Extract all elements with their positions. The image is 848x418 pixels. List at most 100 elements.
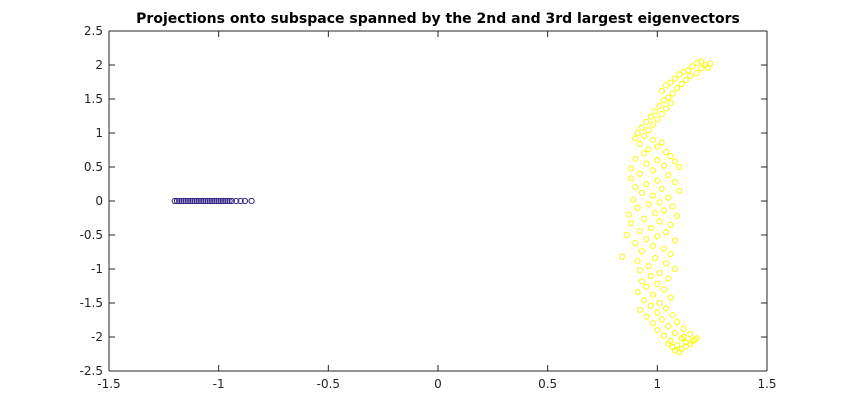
y-tick-label: -2 — [91, 330, 103, 344]
data-point-series-2 — [641, 215, 648, 222]
data-point-series-1 — [176, 197, 183, 205]
y-tick-label: 0 — [95, 194, 103, 208]
data-point-series-2 — [660, 245, 668, 252]
data-point-series-2 — [660, 286, 668, 293]
data-point-series-2 — [658, 87, 665, 94]
y-tick-label: -0.5 — [80, 228, 103, 242]
data-point-series-2 — [658, 316, 665, 323]
x-tick-label: -1 — [213, 377, 225, 391]
data-point-series-2 — [634, 204, 641, 211]
data-point-series-2 — [636, 267, 643, 274]
data-point-series-2 — [693, 335, 700, 342]
x-tick-label: 1 — [654, 377, 662, 391]
data-point-series-2 — [665, 94, 672, 101]
data-point-series-2 — [643, 235, 650, 243]
data-point-series-2 — [647, 113, 654, 120]
x-tick-label: 1.5 — [757, 377, 776, 391]
data-point-series-2 — [634, 257, 641, 264]
data-point-series-2 — [680, 325, 687, 332]
data-point-series-2 — [667, 79, 674, 86]
data-point-series-2 — [665, 275, 672, 282]
data-point-series-2 — [656, 102, 663, 109]
x-tick-label: -1.5 — [97, 377, 120, 391]
data-point-series-2 — [660, 97, 668, 104]
data-point-series-1 — [226, 197, 233, 205]
data-point-series-2 — [632, 135, 639, 142]
chart-title: Projections onto subspace spanned by the… — [136, 11, 740, 27]
data-point-series-2 — [660, 162, 668, 169]
data-point-series-2 — [638, 248, 646, 255]
data-point-series-2 — [682, 76, 689, 84]
data-point-series-2 — [625, 211, 632, 218]
data-point-series-2 — [693, 70, 700, 77]
data-point-series-2 — [636, 306, 643, 313]
data-point-series-1 — [198, 197, 205, 205]
data-point-series-2 — [680, 333, 687, 341]
data-point-series-2 — [643, 313, 650, 320]
data-point-series-2 — [663, 82, 670, 89]
data-point-series-1 — [219, 197, 227, 205]
data-point-series-2 — [671, 158, 678, 165]
data-point-series-2 — [665, 340, 672, 347]
data-point-series-1 — [200, 197, 207, 205]
data-point-series-2 — [645, 201, 652, 208]
data-point-series-2 — [654, 143, 661, 150]
data-point-series-1 — [193, 197, 200, 205]
data-point-series-2 — [643, 160, 650, 167]
data-point-series-1 — [237, 197, 244, 205]
data-point-series-2 — [647, 225, 654, 232]
data-point-series-1 — [204, 197, 211, 205]
data-point-series-2 — [676, 187, 683, 194]
data-point-series-2 — [704, 64, 711, 71]
data-point-series-2 — [676, 163, 683, 171]
data-point-series-2 — [641, 132, 648, 139]
data-point-series-1 — [213, 197, 220, 205]
data-point-series-1 — [180, 197, 187, 205]
data-point-series-1 — [233, 197, 240, 205]
data-point-series-2 — [656, 199, 663, 206]
data-point-series-2 — [663, 105, 670, 112]
data-point-series-1 — [171, 197, 178, 205]
y-tick-label: 1.5 — [84, 92, 103, 106]
data-point-series-2 — [632, 184, 639, 191]
data-point-series-2 — [654, 327, 661, 334]
data-point-series-2 — [638, 278, 646, 285]
data-point-series-2 — [643, 180, 650, 188]
x-axis: -1.5 -1 -0.5 0 0.5 1 1.5 — [97, 31, 777, 391]
data-point-series-2 — [669, 312, 676, 319]
data-point-series-2 — [652, 108, 659, 115]
y-tick-label: 1 — [95, 126, 103, 140]
data-point-series-2 — [658, 110, 665, 118]
data-point-series-2 — [665, 172, 672, 179]
data-point-series-2 — [678, 80, 685, 88]
data-point-series-2 — [671, 329, 678, 337]
data-point-series-1 — [208, 197, 216, 205]
x-tick-label: -0.5 — [317, 377, 340, 391]
data-point-series-2 — [663, 148, 670, 156]
data-point-series-1 — [222, 197, 229, 205]
data-point-series-2 — [654, 280, 661, 288]
data-point-series-2 — [649, 242, 657, 249]
data-point-series-2 — [619, 253, 626, 260]
data-point-series-2 — [671, 178, 678, 186]
data-point-series-2 — [632, 240, 639, 247]
data-point-series-2 — [649, 167, 657, 174]
data-point-series-2 — [623, 231, 630, 239]
x-tick-label: 0.5 — [538, 377, 557, 391]
data-point-series-1 — [211, 197, 218, 205]
y-axis: -2.5 -2 -1.5 -1 -0.5 0 0.5 1 1.5 2 2.5 — [80, 24, 767, 378]
data-point-series-2 — [636, 140, 643, 147]
data-point-series-2 — [671, 237, 678, 244]
data-point-series-1 — [182, 197, 189, 205]
data-point-series-2 — [654, 157, 661, 164]
data-point-series-2 — [676, 71, 683, 78]
data-point-series-1 — [228, 197, 235, 205]
data-point-series-2 — [654, 177, 661, 184]
data-point-series-2 — [652, 210, 659, 217]
data-point-series-2 — [627, 175, 635, 182]
x-tick-label: 0 — [434, 377, 442, 391]
data-point-series-2 — [660, 207, 668, 214]
data-point-series-2 — [665, 194, 672, 201]
data-point-series-2 — [682, 343, 689, 350]
data-point-series-2 — [673, 318, 681, 326]
